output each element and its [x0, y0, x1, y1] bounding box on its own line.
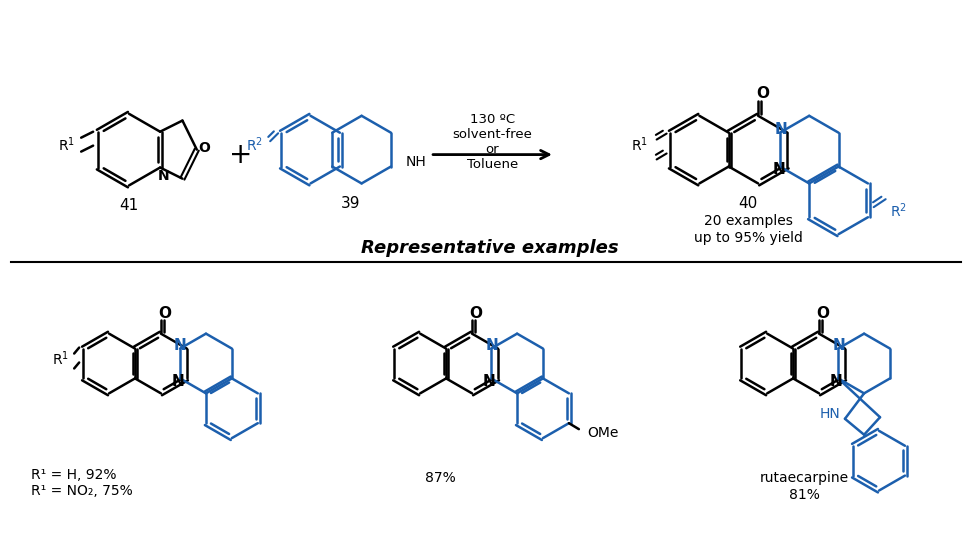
Text: N: N [829, 373, 843, 389]
Text: N: N [775, 122, 787, 137]
Text: O: O [816, 307, 829, 321]
Text: solvent-free: solvent-free [453, 128, 533, 141]
Text: 81%: 81% [788, 488, 819, 502]
Text: R¹ = NO₂, 75%: R¹ = NO₂, 75% [31, 484, 133, 498]
Text: N: N [832, 339, 845, 354]
Text: 87%: 87% [425, 471, 456, 485]
Text: O: O [198, 140, 210, 155]
Text: or: or [486, 143, 500, 156]
Text: O: O [756, 87, 770, 101]
Text: Representative examples: Representative examples [362, 239, 619, 257]
Text: rutaecarpine: rutaecarpine [759, 471, 849, 485]
Text: R$^1$: R$^1$ [58, 135, 75, 154]
Text: R$^1$: R$^1$ [52, 349, 69, 368]
Text: N: N [485, 339, 498, 354]
Text: Toluene: Toluene [467, 158, 518, 171]
Text: 20 examples: 20 examples [704, 214, 792, 228]
Text: R$^2$: R$^2$ [890, 201, 908, 219]
Text: N: N [174, 339, 187, 354]
Text: +: + [229, 140, 253, 169]
Text: 130 ºC: 130 ºC [469, 113, 515, 126]
Text: up to 95% yield: up to 95% yield [694, 231, 803, 245]
Text: R$^1$: R$^1$ [631, 135, 647, 154]
Text: N: N [482, 373, 496, 389]
Text: 41: 41 [120, 198, 139, 213]
Text: NH: NH [405, 154, 426, 169]
Text: 39: 39 [340, 196, 361, 211]
Text: N: N [157, 169, 169, 184]
Text: O: O [158, 307, 171, 321]
Text: HN: HN [819, 407, 840, 421]
Text: R¹ = H, 92%: R¹ = H, 92% [31, 468, 117, 482]
Text: OMe: OMe [587, 426, 618, 440]
Text: R$^2$: R$^2$ [246, 135, 262, 154]
Text: N: N [773, 162, 785, 177]
Text: O: O [469, 307, 482, 321]
Text: N: N [171, 373, 185, 389]
Text: 40: 40 [739, 196, 758, 211]
